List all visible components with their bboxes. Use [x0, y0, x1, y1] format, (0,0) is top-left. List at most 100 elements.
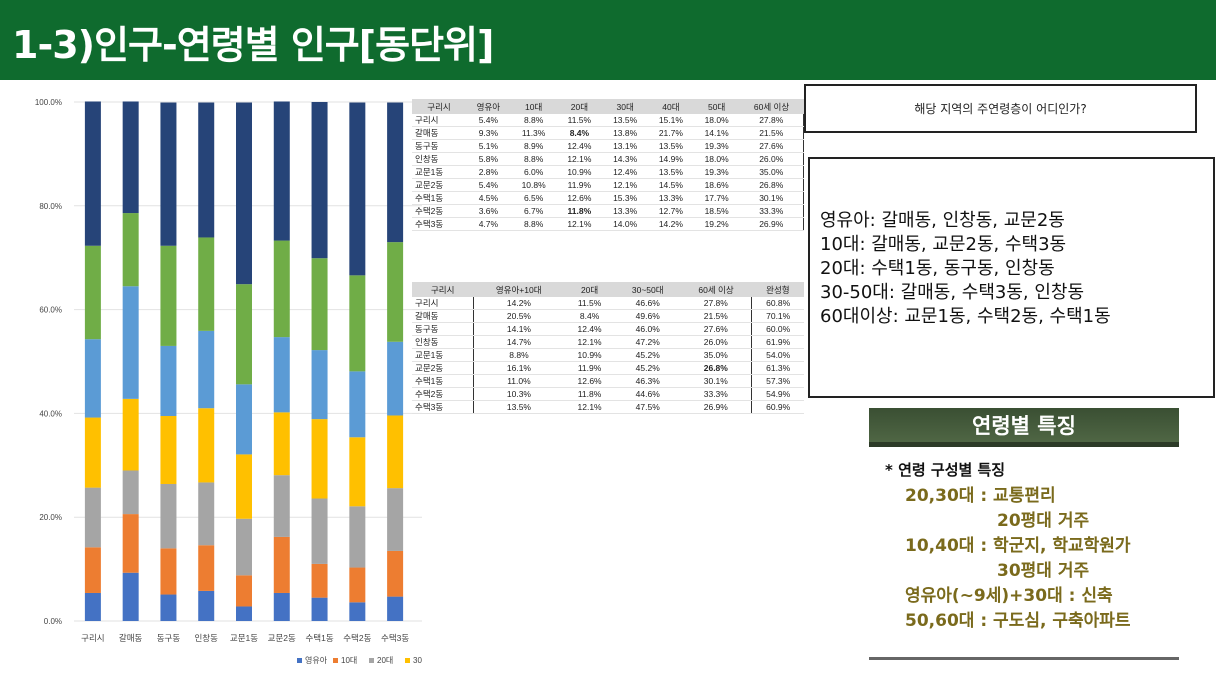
bar-segment [349, 102, 366, 276]
table-cell: 16.1% [473, 361, 564, 375]
table-cell: 8.8% [473, 348, 564, 362]
table-cell: 57.3% [751, 374, 804, 388]
column-header: 10대 [510, 99, 557, 114]
bar-segment [160, 483, 177, 549]
bar-segment [84, 547, 101, 593]
table-cell: 47.5% [615, 400, 681, 414]
row-label: 인창동 [412, 335, 474, 349]
table-cell: 12.1% [602, 178, 648, 192]
table-row: 교문2동 5.4% 10.8% 11.9% 12.1% 14.5% 18.6% 26.8% [412, 178, 804, 192]
row-label: 구리시 [412, 297, 474, 310]
bar-segment [311, 102, 328, 259]
table-cell: 18.5% [693, 204, 740, 218]
table-cell: 13.1% [602, 139, 648, 153]
row-label: 수택3동 [412, 400, 474, 414]
table-cell: 14.1% [693, 126, 740, 140]
table-row: 교문1동 2.8% 6.0% 10.9% 12.4% 13.5% 19.3% 35.0% [412, 165, 804, 179]
x-tick-label: 인창동 [194, 633, 218, 643]
table-cell: 26.0% [680, 335, 753, 349]
column-header: 60세 이상 [739, 99, 804, 114]
bar-segment [122, 286, 139, 399]
column-header: 구리시 [412, 282, 474, 297]
bar-segment [122, 398, 139, 471]
table-row: 수택2동 10.3% 11.8% 44.6% 33.3% 54.9% [412, 387, 804, 401]
bar-segment [387, 242, 404, 342]
table-cell: 44.6% [615, 387, 681, 401]
table-cell: 2.8% [466, 165, 511, 179]
table-row: 갈매동 9.3% 11.3% 8.4% 13.8% 21.7% 14.1% 21.5% [412, 126, 804, 140]
x-tick-label: 교문1동 [230, 633, 258, 643]
feature-line: 30평대 거주 [997, 561, 1090, 581]
bar-segment [273, 240, 290, 338]
table-cell: 17.7% [693, 191, 740, 205]
feature-heading-text: 연령별 특징 [972, 414, 1076, 438]
bar-segment [311, 419, 328, 499]
table-cell: 13.5% [648, 139, 694, 153]
answer-box: 영유아: 갈매동, 인창동, 교문2동 10대: 갈매동, 교문2동, 수택3동… [808, 157, 1215, 398]
table-cell: 21.5% [739, 126, 804, 140]
table-row: 교문1동 8.8% 10.9% 45.2% 35.0% 54.0% [412, 348, 804, 362]
table-row: 수택1동 11.0% 12.6% 46.3% 30.1% 57.3% [412, 374, 804, 388]
table-cell: 10.9% [563, 348, 616, 362]
bar-segment [84, 592, 101, 621]
bar-segment [84, 339, 101, 418]
page-title: 1-3)인구-연령별 인구[동단위] [12, 23, 494, 67]
table-cell: 12.7% [648, 204, 694, 218]
table-row: 동구동 5.1% 8.9% 12.4% 13.1% 13.5% 19.3% 27.6% [412, 139, 804, 153]
bar-segment [236, 454, 252, 519]
table-cell: 10.3% [473, 387, 564, 401]
answer-line-teens: 10대: 갈매동, 교문2동, 수택3동 [820, 234, 1067, 255]
answer-line-infant: 영유아: 갈매동, 인창동, 교문2동 [820, 210, 1065, 231]
column-header: 60세 이상 [680, 282, 752, 297]
bar-segment [273, 536, 290, 593]
table-cell: 6.0% [510, 165, 557, 179]
bar-segment [311, 258, 328, 351]
table-cell: 8.4% [556, 126, 603, 140]
bar-segment [236, 575, 252, 607]
x-tick-label: 갈매동 [119, 633, 143, 643]
column-header: 구리시 [412, 99, 467, 114]
bar-segment [198, 590, 215, 621]
row-label: 갈매동 [412, 309, 474, 323]
stacked-bar-chart: 0.0% 20.0% 40.0% 60.0% 80.0% 100.0% 구리시 갈매동 동구동 인… [35, 98, 422, 665]
feature-subheading: * 연령 구성별 특징 [885, 461, 1006, 479]
table-cell: 14.9% [648, 152, 694, 166]
table-cell: 15.1% [648, 114, 694, 127]
table-header-row: 구리시 영유아+10대 20대 30~50대 60세 이상 완성형 [412, 282, 804, 297]
table-cell: 8.4% [563, 309, 616, 323]
table-cell: 13.3% [602, 204, 648, 218]
table-cell: 11.5% [556, 114, 603, 127]
table-cell: 19.3% [693, 165, 740, 179]
table-cell: 13.5% [648, 165, 694, 179]
table-row: 갈매동 20.5% 8.4% 49.6% 21.5% 70.1% [412, 309, 804, 323]
table-row: 교문2동 16.1% 11.9% 45.2% 26.8% 61.3% [412, 361, 804, 375]
table-cell: 26.0% [739, 152, 804, 166]
bar-segment [349, 275, 366, 372]
table-cell: 11.5% [563, 297, 616, 310]
table-cell: 18.0% [693, 152, 740, 166]
row-label: 수택3동 [412, 217, 467, 231]
age-ratio-table: 구리시 영유아 10대 20대 30대 40대 50대 60세 이상 구리시 5.4% 8.8% 1… [412, 99, 804, 231]
column-header: 40대 [648, 99, 694, 114]
table-cell: 47.2% [615, 335, 681, 349]
table-cell: 12.1% [556, 217, 603, 231]
table-cell: 12.4% [556, 139, 603, 153]
x-tick-label: 수택2동 [343, 633, 371, 643]
row-label: 교문2동 [412, 178, 467, 192]
bar-segment [122, 572, 139, 621]
table-row: 인창동 5.8% 8.8% 12.1% 14.3% 14.9% 18.0% 26.0% [412, 152, 804, 166]
feature-bottom-rule [869, 657, 1179, 660]
table-cell: 11.8% [563, 387, 616, 401]
table-cell: 61.9% [751, 335, 804, 349]
bar-segment [236, 102, 252, 285]
bar-segment [349, 602, 366, 621]
y-tick-label: 60.0% [39, 306, 62, 315]
bar-segment [160, 594, 177, 621]
bar-segment [349, 371, 366, 438]
table-cell: 13.5% [602, 114, 648, 127]
y-tick-label: 0.0% [44, 617, 62, 626]
bar-segment [198, 102, 215, 238]
bar-segment [387, 596, 404, 621]
y-tick-label: 20.0% [39, 513, 62, 522]
table-row: 구리시 5.4% 8.8% 11.5% 13.5% 15.1% 18.0% 27.8% [412, 114, 804, 127]
